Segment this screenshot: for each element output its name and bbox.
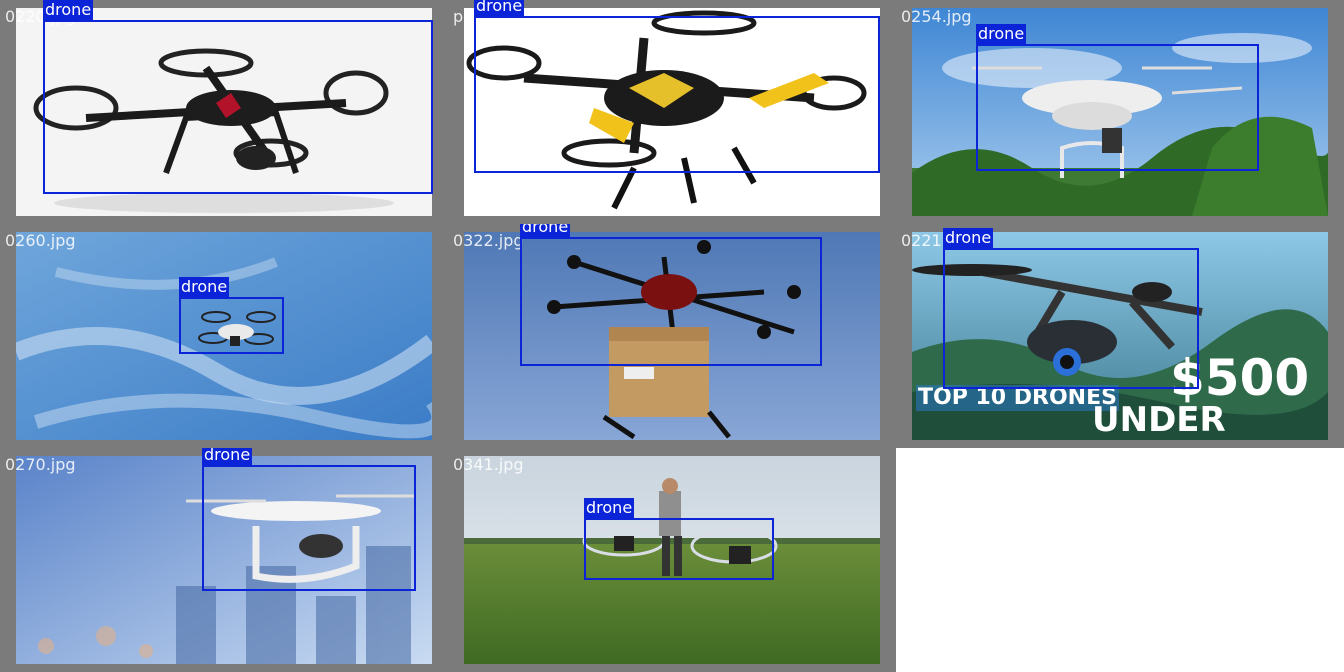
image-tile-6[interactable]: TOP 10 DRONES UNDER $500 0221.jpg drone bbox=[896, 224, 1344, 448]
detection-box: drone bbox=[202, 448, 416, 591]
image-tile-3[interactable]: 0254.jpg drone bbox=[896, 0, 1344, 224]
detection-box: drone bbox=[943, 228, 1199, 389]
detection-label: drone bbox=[43, 0, 94, 20]
drone-photo-hexacopter-package bbox=[464, 232, 880, 440]
image-tile-5[interactable]: 0322.jpg drone bbox=[448, 224, 896, 448]
thumbnail-headline: TOP 10 DRONES bbox=[916, 385, 1119, 411]
image-filename: 0254.jpg bbox=[901, 7, 972, 26]
drone-photo-white-sky bbox=[912, 8, 1328, 216]
image-tile-8[interactable]: 0341.jpg drone bbox=[448, 448, 896, 672]
thumbnail-under-text: UNDER bbox=[1092, 400, 1226, 440]
detection-label: drone bbox=[179, 277, 230, 297]
detection-label: drone bbox=[202, 448, 253, 465]
image-filename: 0270.jpg bbox=[5, 455, 76, 474]
detection-label: drone bbox=[474, 0, 525, 16]
drone-photo-black-red bbox=[16, 8, 432, 216]
detection-box: drone bbox=[43, 0, 433, 194]
drone-photo-blue-sky-small bbox=[16, 232, 432, 440]
detection-box: drone bbox=[474, 0, 880, 173]
image-tile-4[interactable]: 0260.jpg drone bbox=[0, 224, 448, 448]
image-filename: 0322.jpg bbox=[453, 231, 524, 250]
detection-box: drone bbox=[976, 24, 1259, 171]
drone-photo-white-city bbox=[16, 456, 432, 664]
drone-photo-black-yellow bbox=[464, 8, 880, 216]
image-tile-2[interactable]: pic_018.jpg drone bbox=[448, 0, 896, 224]
thumbnail-price: $500 bbox=[1170, 349, 1310, 407]
detection-box: drone bbox=[179, 277, 284, 354]
detection-box: drone bbox=[584, 498, 774, 580]
image-filename: 0260.jpg bbox=[5, 231, 76, 250]
drone-photo-person-field bbox=[464, 456, 880, 664]
detection-label: drone bbox=[976, 24, 1027, 44]
image-tile-7[interactable]: 0270.jpg drone bbox=[0, 448, 448, 672]
detection-label: drone bbox=[520, 224, 571, 237]
detection-label: drone bbox=[943, 228, 994, 248]
detection-label: drone bbox=[584, 498, 635, 518]
detection-box: drone bbox=[520, 224, 822, 366]
image-filename: 0341.jpg bbox=[453, 455, 524, 474]
image-tile-1[interactable]: 0220.jpg drone bbox=[0, 0, 448, 224]
